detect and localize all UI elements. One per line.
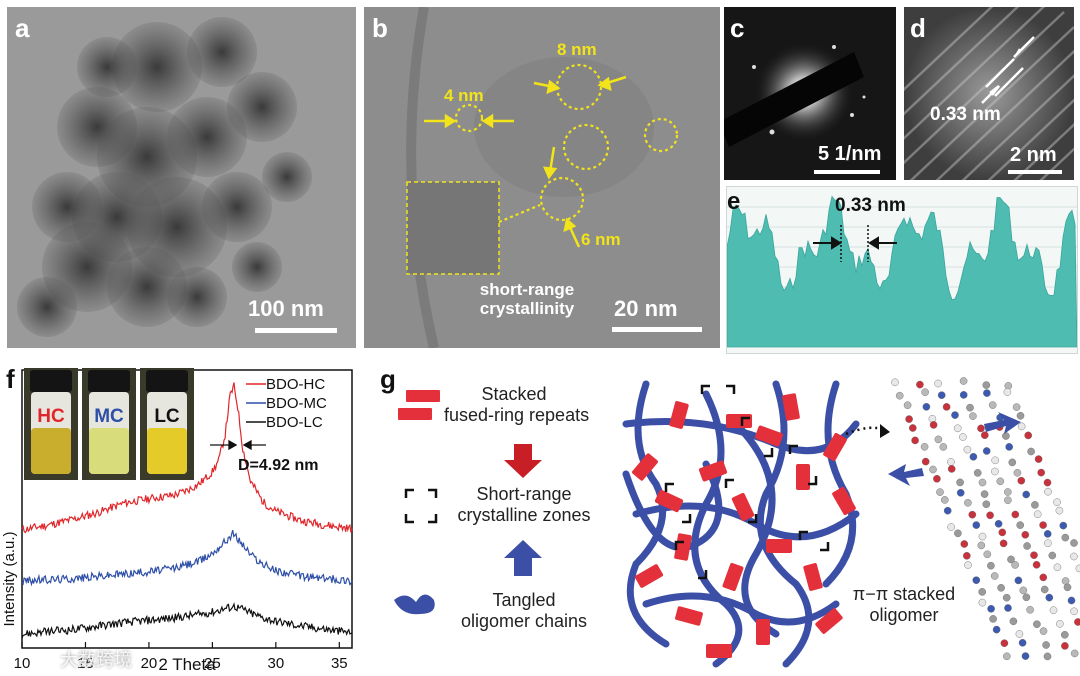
panel-label-a: a (15, 13, 30, 43)
short-range-label: short-range crystallinity (452, 280, 602, 318)
xrd-series-bdo-hc (21, 382, 353, 534)
panel-e-profile: e 0.33 nm (726, 186, 1078, 354)
stacked-repeats-icon (398, 390, 440, 420)
size-label-8nm: 8 nm (557, 40, 597, 59)
scale-text-b: 20 nm (614, 296, 678, 321)
zoom-arrowhead (880, 424, 890, 438)
legend-label-2: BDO-LC (266, 414, 323, 431)
panel-label-e: e (727, 188, 741, 215)
xrd-series-bdo-lc (21, 602, 353, 639)
d-spacing-text: 0.33 nm (930, 104, 1001, 125)
crystalline-zone-icon (404, 488, 438, 524)
scale-bar-b (612, 327, 702, 332)
tem-particles-graphic (7, 7, 356, 348)
blue-arrow-left (888, 464, 924, 486)
panel-label-g: g (380, 364, 396, 394)
x-axis-label: 2 Theta (158, 655, 216, 674)
svg-text:LC: LC (154, 406, 180, 427)
legend-stacked-text: Stacked fused-ring repeats (444, 384, 590, 426)
svg-text:MC: MC (94, 406, 124, 427)
xrd-chart: 10 15 20 25 30 35 2 Theta Intensity (a.u.) BDO-H… (1, 368, 353, 674)
legend-stacked-line2: fused-ring repeats (444, 405, 590, 425)
legend-zones-line2: crystalline zones (457, 505, 591, 525)
panel-label-f: f (6, 364, 15, 394)
x-tick-label-15: 15 (77, 655, 94, 672)
line-profile-graphic (727, 195, 1077, 348)
model-graphic (394, 377, 1080, 668)
hrtem-graphic (364, 7, 720, 348)
x-tick-label-10: 10 (14, 655, 31, 672)
down-arrow-icon (504, 444, 542, 478)
scale-bar-a (255, 328, 337, 333)
crystalline-zone-markers (664, 384, 830, 580)
size-label-4nm: 4 nm (444, 86, 484, 105)
panel-c-saed: c 5 1/nm (724, 7, 896, 180)
xrd-series-bdo-mc (21, 529, 353, 587)
blue-arrow-right (984, 412, 1021, 434)
short-range-line2: crystallinity (479, 299, 575, 318)
panel-label-c: c (730, 13, 745, 43)
legend-zones-line1: Short-range (476, 484, 572, 504)
x-tick-label-25: 25 (204, 655, 221, 672)
panel-label-b: b (372, 13, 388, 43)
x-tick-label-35: 35 (331, 655, 348, 672)
scale-text-d: 2 nm (1010, 144, 1057, 166)
watermark: 大数跨境 (60, 650, 132, 671)
legend-zones-text: Short-range crystalline zones (444, 484, 604, 526)
svg-text:HC: HC (37, 406, 65, 427)
scale-bar-d (1008, 170, 1062, 174)
panel-label-d: d (910, 13, 926, 43)
short-range-line1: short-range (479, 280, 575, 299)
panel-d-lattice: d 0.33 nm 2 nm (904, 7, 1074, 180)
vial-lc: LC (140, 368, 194, 480)
saed-pattern-graphic (724, 7, 896, 180)
scale-text-a: 100 nm (248, 296, 324, 321)
stack-label: π−π stacked oligomer (824, 584, 984, 626)
stack-label-line2: oligomer (869, 605, 939, 625)
scale-bar-c (814, 170, 880, 174)
legend-chains-line2: oligomer chains (460, 611, 588, 631)
e-spacing-text: 0.33 nm (835, 195, 906, 216)
tangled-chains-icon (394, 594, 435, 615)
legend-stacked-line1: Stacked (481, 384, 547, 404)
up-arrow-icon (504, 540, 542, 576)
vial-mc: MC (82, 368, 136, 480)
size-label-6nm: 6 nm (581, 230, 621, 249)
legend-label-1: BDO-MC (266, 395, 327, 412)
panel-f-xrd: 10 15 20 25 30 35 2 Theta Intensity (a.u.) BDO-H… (0, 364, 370, 676)
lattice-fringes-graphic (904, 7, 1074, 180)
panel-a-tem: a 100 nm (7, 7, 356, 348)
vial-hc: HC (24, 368, 78, 480)
peak-annotation: D=4.92 nm (238, 457, 318, 474)
x-tick-label-20: 20 (141, 655, 158, 672)
peak-width-arrows (210, 439, 266, 451)
stacked-oligomer-molecule (891, 377, 1080, 661)
legend-chains-text: Tangled oligomer chains (444, 590, 604, 632)
legend-chains-line1: Tangled (492, 590, 556, 610)
scale-text-c: 5 1/nm (818, 143, 882, 165)
panel-b-hrtem: b 4 nm 8 nm 6 nm short-range crystallini… (364, 7, 720, 348)
legend-label-0: BDO-HC (266, 376, 325, 393)
y-axis-label: Intensity (a.u.) (1, 531, 18, 626)
panel-g-model: g Stacked fused-ring repeats Short-range… (376, 364, 1080, 676)
stack-label-line1: π−π stacked (852, 584, 956, 604)
x-tick-label-30: 30 (268, 655, 285, 672)
profile-area (727, 195, 1077, 348)
